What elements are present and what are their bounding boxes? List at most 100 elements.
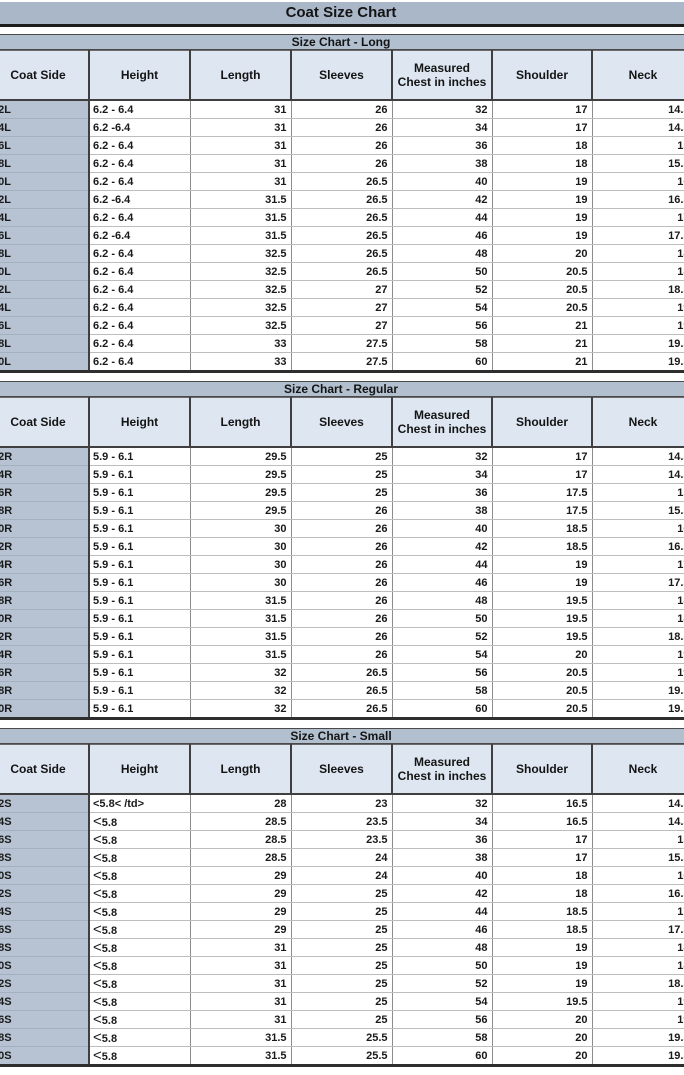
neck-cell: 18.5 (592, 627, 684, 646)
height-cell: 6.2 - 6.4 (89, 154, 191, 173)
height-cell: 5.9 - 6.1 (89, 681, 191, 700)
col-header-chest: Measured Chest in inches (392, 744, 493, 795)
col-header-shoulder: Shoulder (492, 397, 593, 448)
coat-side-cell: 46S (0, 920, 90, 939)
col-header-sleeves: Sleeves (291, 50, 393, 101)
neck-cell: 17.5 (592, 573, 684, 592)
chest-cell: 52 (392, 974, 493, 993)
neck-cell: 19.5 (592, 1028, 684, 1047)
neck-cell: 17 (592, 208, 684, 227)
size-table-small: Coat Side Height Length Sleeves Measured Che… (0, 744, 684, 1067)
shoulder-cell: 19.5 (492, 992, 593, 1011)
sleeves-cell: 25 (291, 938, 393, 957)
chest-cell: 44 (392, 208, 493, 227)
length-cell: 32 (190, 681, 292, 700)
neck-cell: 19 (592, 1010, 684, 1029)
sleeves-cell: 26 (291, 609, 393, 628)
chest-cell: 34 (392, 465, 493, 484)
neck-cell: 16.5 (592, 190, 684, 209)
length-cell: 31.5 (190, 190, 292, 209)
sleeves-cell: 25 (291, 974, 393, 993)
chest-cell: 42 (392, 884, 493, 903)
shoulder-cell: 19 (492, 573, 593, 592)
col-header-neck: Neck (592, 397, 684, 448)
coat-side-cell: 50S (0, 956, 90, 975)
length-cell: 32.5 (190, 280, 292, 299)
shoulder-cell: 18.5 (492, 920, 593, 939)
length-cell: 31 (190, 992, 292, 1011)
size-table-long: Coat Side Height Length Sleeves Measured Che… (0, 50, 684, 373)
neck-cell: 19 (592, 316, 684, 335)
col-header-length: Length (190, 744, 292, 795)
shoulder-cell: 19.5 (492, 627, 593, 646)
col-header-shoulder: Shoulder (492, 50, 593, 101)
shoulder-cell: 17.5 (492, 483, 593, 502)
shoulder-cell: 18 (492, 866, 593, 885)
neck-cell: 16 (592, 172, 684, 191)
neck-cell: 16 (592, 519, 684, 538)
sleeves-cell: 23 (291, 794, 393, 813)
height-cell: 6.2 - 6.4 (89, 244, 191, 263)
height-cell: 6.2 - 6.4 (89, 100, 191, 119)
length-cell: 31.5 (190, 591, 292, 610)
section-title-small: Size Chart - Small (0, 728, 684, 744)
neck-cell: 15.5 (592, 848, 684, 867)
less-than-symbol: < (93, 921, 102, 938)
chest-cell: 36 (392, 483, 493, 502)
sleeves-cell: 25.5 (291, 1028, 393, 1047)
coat-side-cell: 48L (0, 244, 90, 263)
height-cell: 5.9 - 6.1 (89, 699, 191, 720)
coat-side-cell: 54L (0, 298, 90, 317)
less-than-symbol: < (93, 831, 102, 848)
sleeves-cell: 26 (291, 573, 393, 592)
sleeves-cell: 26.5 (291, 208, 393, 227)
height-cell: 5.9 - 6.1 (89, 627, 191, 646)
coat-side-cell: 48R (0, 591, 90, 610)
length-cell: 31 (190, 1010, 292, 1029)
table-row: 40S<5.82924401816 (0, 866, 684, 885)
shoulder-cell: 16.5 (492, 812, 593, 831)
col-header-length: Length (190, 397, 292, 448)
sleeves-cell: 23.5 (291, 830, 393, 849)
less-than-symbol: < (93, 813, 102, 830)
chest-cell: 46 (392, 573, 493, 592)
col-header-height: Height (89, 50, 191, 101)
coat-side-cell: 48S (0, 938, 90, 957)
chest-cell: 50 (392, 956, 493, 975)
chest-cell: 58 (392, 681, 493, 700)
neck-cell: 15 (592, 483, 684, 502)
height-cell: <5.8 (89, 956, 191, 975)
chest-cell: 32 (392, 794, 493, 813)
height-cell: <5.8 (89, 1028, 191, 1047)
less-than-symbol: < (93, 867, 102, 884)
coat-side-cell: 58R (0, 681, 90, 700)
section-regular: Size Chart - Regular Coat Side Height Leng… (0, 381, 684, 720)
height-cell: 6.2 - 6.4 (89, 172, 191, 191)
height-cell: 5.9 - 6.1 (89, 645, 191, 664)
section-long: Size Chart - Long Coat Side Height Length S… (0, 34, 684, 373)
neck-cell: 14.5 (592, 812, 684, 831)
neck-cell: 18 (592, 591, 684, 610)
height-cell: <5.8 (89, 866, 191, 885)
chest-cell: 48 (392, 244, 493, 263)
coat-side-cell: 32L (0, 100, 90, 119)
neck-cell: 17.5 (592, 920, 684, 939)
shoulder-cell: 18.5 (492, 519, 593, 538)
length-cell: 28.5 (190, 848, 292, 867)
coat-side-cell: 46R (0, 573, 90, 592)
chest-cell: 50 (392, 262, 493, 281)
sleeves-cell: 26.5 (291, 699, 393, 720)
length-cell: 30 (190, 555, 292, 574)
chest-cell: 58 (392, 1028, 493, 1047)
height-cell: 5.9 - 6.1 (89, 537, 191, 556)
coat-side-cell: 56R (0, 663, 90, 682)
shoulder-cell: 17 (492, 447, 593, 466)
col-header-coat-side: Coat Side (0, 50, 90, 101)
height-cell: <5.8 (89, 830, 191, 849)
shoulder-cell: 20.5 (492, 681, 593, 700)
size-table-regular: Coat Side Height Length Sleeves Measured Che… (0, 397, 684, 720)
